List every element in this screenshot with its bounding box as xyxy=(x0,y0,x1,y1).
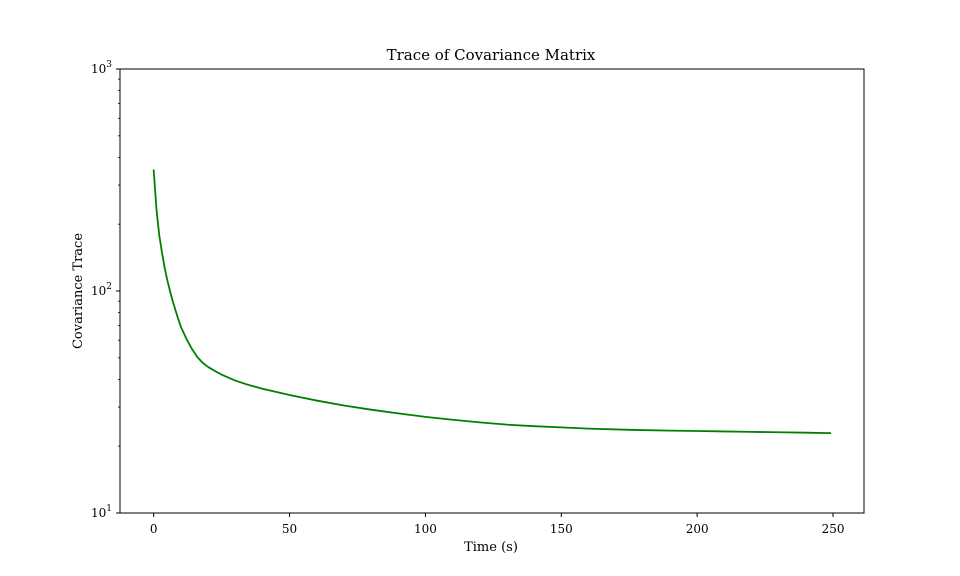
y-tick-label: 103 xyxy=(91,60,112,76)
x-tick-label: 200 xyxy=(686,522,709,536)
x-tick-label: 100 xyxy=(414,522,437,536)
x-axis: 0 50 100 150 200 250 xyxy=(150,513,845,536)
x-axis-label: Time (s) xyxy=(464,540,518,555)
series-line xyxy=(152,169,832,435)
plot-area xyxy=(152,169,832,435)
y-axis: 101 102 103 xyxy=(91,60,120,520)
plot-frame xyxy=(119,68,865,514)
x-tick-label: 150 xyxy=(550,522,573,536)
x-tick-label: 250 xyxy=(822,522,845,536)
y-tick-label: 102 xyxy=(91,282,112,298)
chart-title: Trace of Covariance Matrix xyxy=(387,46,596,64)
y-axis-label: Covariance Trace xyxy=(71,233,86,349)
x-tick-label: 0 xyxy=(150,522,158,536)
y-tick-label: 101 xyxy=(91,504,112,520)
x-tick-label: 50 xyxy=(282,522,297,536)
